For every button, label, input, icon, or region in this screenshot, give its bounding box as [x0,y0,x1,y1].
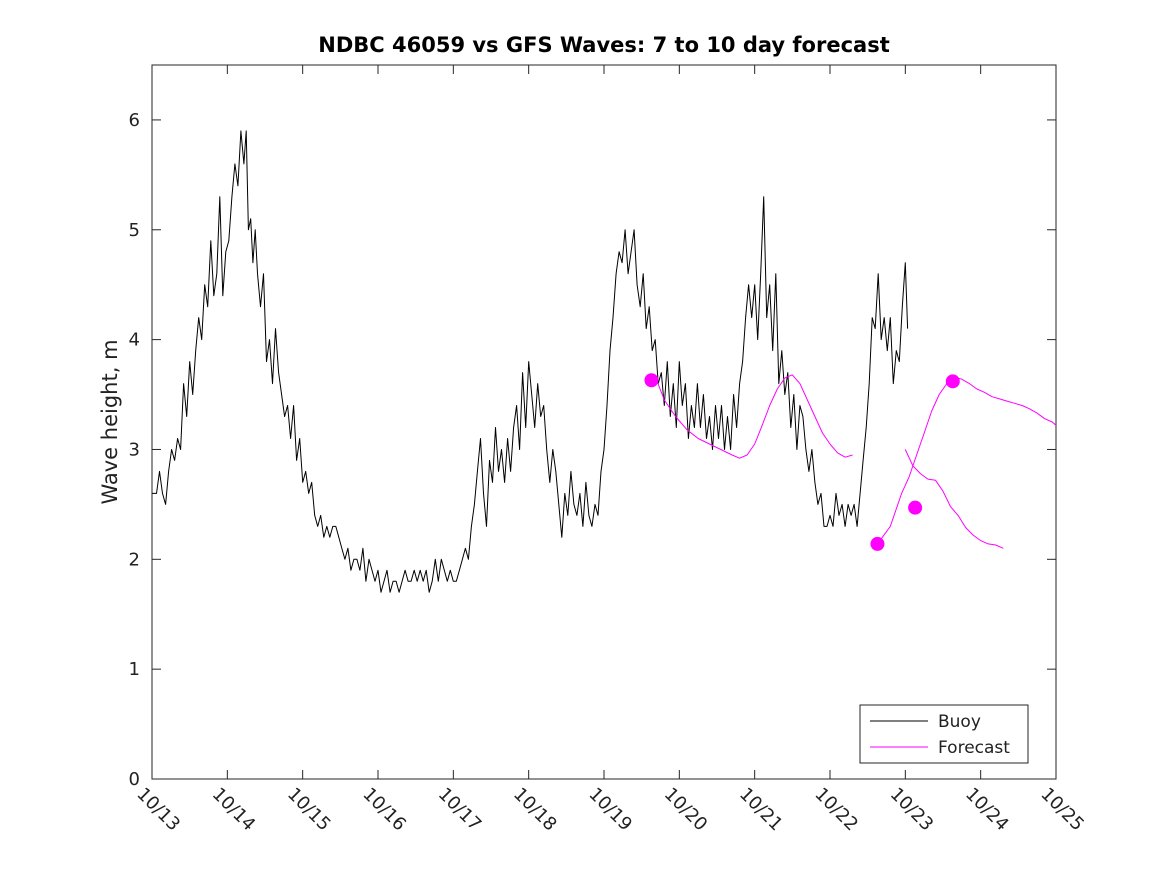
legend-buoy-label: Buoy [938,712,981,732]
y-tick-label: 1 [129,659,140,680]
forecast-line [877,376,1057,545]
buoy-series [152,130,909,593]
chart-title: NDBC 46059 vs GFS Waves: 7 to 10 day for… [318,33,889,57]
forecast-markers [644,373,960,551]
forecast-marker [644,373,659,388]
y-tick-label: 5 [129,220,140,241]
plot-area [151,64,1057,780]
y-tick-label: 6 [129,110,140,131]
legend-box [859,704,1029,764]
y-tick-label: 2 [129,549,140,570]
legend-forecast-label: Forecast [938,738,1010,758]
legend: Buoy Forecast [859,704,1029,764]
forecast-line [904,449,1004,549]
y-tick-label: 3 [129,439,140,460]
y-axis-label: Wave height, m [98,339,122,504]
buoy-line [152,130,909,593]
forecast-series [656,374,1057,549]
forecast-marker [908,500,923,515]
forecast-marker [870,536,885,551]
axes-box [151,64,1057,780]
y-tick-label: 4 [129,330,140,351]
forecast-marker [945,374,960,389]
y-tick-label: 0 [129,769,140,790]
y-axis: 0 1 2 3 4 5 6 [129,110,1056,790]
forecast-line [656,374,853,459]
